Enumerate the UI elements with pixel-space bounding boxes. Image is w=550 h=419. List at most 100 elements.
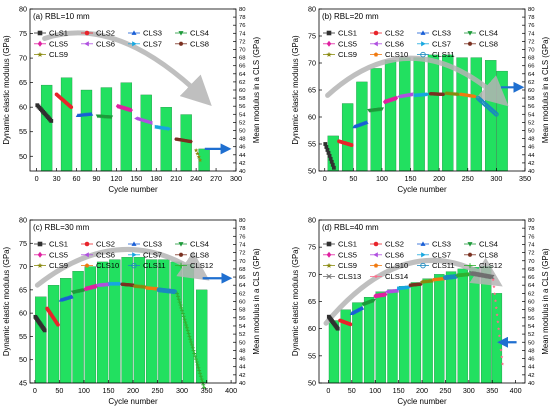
y2-tick-label: 42: [239, 161, 246, 167]
series-cls7: [108, 281, 123, 286]
data-point: [179, 305, 184, 310]
y2-axis-title: Mean modulus in a CLS (GPa): [252, 248, 261, 355]
y2-tick-label: 70: [528, 48, 535, 54]
x-tick-label: 270: [210, 174, 222, 183]
legend-label: CLS11: [143, 261, 166, 270]
data-point: [472, 94, 477, 99]
series-cls3: [352, 120, 369, 129]
x-tick-label: 350: [486, 386, 498, 395]
y2-tick-label: 56: [528, 104, 535, 110]
data-point: [184, 323, 189, 327]
data-point: [455, 92, 461, 97]
y-tick-label: 45: [19, 379, 27, 388]
data-point: [181, 314, 186, 319]
y2-tick-label: 62: [528, 80, 535, 86]
legend-label: CLS9: [49, 261, 68, 270]
y2-tick-label: 52: [528, 332, 535, 338]
y2-tick-label: 68: [239, 267, 246, 273]
legend-marker: [37, 251, 43, 258]
series-cls10: [431, 276, 446, 282]
data-point: [185, 328, 190, 333]
legend-label: CLS6: [96, 250, 115, 259]
y2-tick-label: 40: [239, 381, 246, 387]
x-tick-label: 200: [433, 174, 445, 183]
y2-tick-label: 78: [239, 15, 246, 21]
bar: [427, 54, 440, 172]
legend-marker: [467, 252, 473, 257]
y-axis-title: Dynamic elastic modulus (GPa): [291, 247, 300, 357]
bar: [491, 293, 503, 384]
data-point: [172, 289, 178, 295]
y2-tick-label: 74: [239, 242, 246, 248]
data-point: [371, 298, 376, 303]
legend-label: CLS14: [385, 272, 408, 281]
legend-marker: [467, 41, 473, 46]
y2-tick-label: 46: [528, 357, 535, 363]
y2-tick-label: 46: [528, 145, 535, 151]
y2-tick-label: 58: [239, 96, 246, 102]
bar: [170, 261, 182, 384]
y2-tick-label: 76: [239, 23, 246, 29]
y2-tick-label: 64: [528, 72, 535, 78]
legend-marker: [326, 30, 332, 36]
bar: [60, 278, 72, 384]
y2-tick-label: 70: [528, 259, 535, 265]
bar: [370, 68, 382, 172]
y-tick-label: 55: [308, 140, 316, 149]
data-point: [198, 371, 202, 376]
legend-label: CLS2: [96, 29, 115, 38]
bar: [480, 266, 492, 384]
y2-tick-label: 78: [239, 226, 246, 232]
data-point: [325, 148, 330, 152]
y2-tick-label: 56: [528, 316, 535, 322]
series-cls1: [33, 314, 47, 333]
legend-label: CLS7: [432, 39, 451, 48]
x-tick-label: 400: [510, 386, 522, 395]
series-cls7: [397, 285, 412, 291]
y-tick-label: 70: [308, 270, 316, 279]
bar: [140, 94, 152, 172]
data-point: [324, 145, 329, 149]
x-tick-label: 0: [35, 174, 39, 183]
x-tick-label: 0: [323, 174, 327, 183]
data-point: [327, 153, 332, 158]
y-tick-label: 50: [308, 379, 316, 388]
panel-label: (b) RBL=20 mm: [322, 12, 379, 21]
y-tick-label: 60: [308, 113, 316, 122]
data-point: [198, 374, 203, 379]
bar: [410, 282, 422, 384]
x-tick-label: 90: [92, 174, 100, 183]
data-point: [108, 115, 114, 120]
data-point: [194, 357, 198, 362]
x-tick-label: 200: [127, 386, 139, 395]
y2-tick-label: 52: [528, 120, 535, 126]
data-point: [430, 278, 435, 283]
x-tick-label: 350: [201, 386, 213, 395]
bar: [160, 107, 172, 172]
x-tick-label: 250: [462, 174, 474, 183]
y2-tick-label: 76: [528, 23, 535, 29]
legend-label: CLS2: [385, 29, 404, 38]
bar: [341, 103, 354, 172]
data-point: [426, 92, 430, 97]
y-tick-label: 60: [19, 309, 27, 318]
panel-label: (d) RBL=40 mm: [322, 223, 379, 232]
y-tick-label: 75: [308, 32, 316, 41]
y2-tick-label: 42: [528, 373, 535, 379]
y-tick-label: 75: [19, 29, 27, 38]
chart-panel-3: 0 50 100 150 200 250 300 350 400 50 55 60 65 70 75 80 40…: [291, 216, 550, 407]
y2-tick-label: 66: [239, 64, 246, 70]
bar: [469, 267, 480, 384]
data-point: [182, 317, 187, 322]
series-cls3: [75, 111, 94, 118]
y-tick-label: 65: [19, 285, 27, 294]
y-tick-label: 80: [308, 5, 316, 14]
data-point: [177, 300, 182, 305]
legend-label: CLS5: [49, 39, 68, 48]
data-point: [364, 120, 369, 124]
bar: [72, 271, 84, 384]
data-point: [197, 368, 202, 373]
y2-tick-label: 76: [239, 234, 246, 240]
x-tick-label: 50: [348, 386, 356, 395]
legend-marker: [131, 262, 137, 269]
